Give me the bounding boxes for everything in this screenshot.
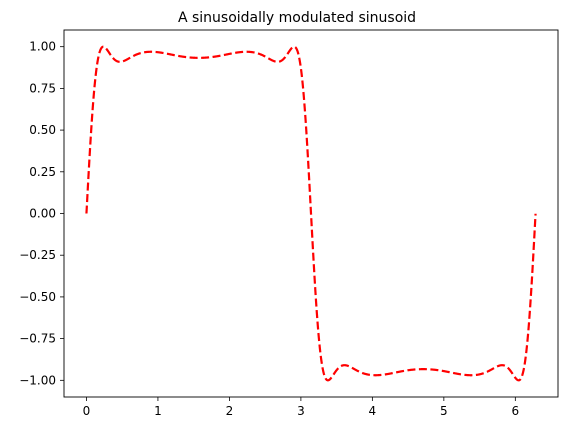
x-tick-label: 2 <box>226 404 234 418</box>
y-tick-label: −0.25 <box>19 248 56 262</box>
x-tick-label: 3 <box>297 404 305 418</box>
y-axis: 1.00 0.75 0.50 0.25 0.00 −0.25 −0.50 −0.75 −1.00 <box>19 40 64 387</box>
x-axis: 0 1 2 3 4 5 6 <box>83 397 520 418</box>
y-tick-label: 0.75 <box>29 81 56 95</box>
x-tick-label: 5 <box>440 404 448 418</box>
plot-area <box>85 45 537 382</box>
x-tick-label: 0 <box>83 404 91 418</box>
axes-frame <box>63 29 559 398</box>
y-tick-label: −0.75 <box>19 332 56 346</box>
y-tick-label: 1.00 <box>29 40 56 54</box>
chart-title: A sinusoidally modulated sinusoid <box>178 10 416 26</box>
y-tick-label: −1.00 <box>19 373 56 387</box>
x-tick-label: 1 <box>154 404 162 418</box>
x-tick-label: 4 <box>369 404 377 418</box>
series-line <box>85 45 537 382</box>
y-tick-label: 0.25 <box>29 165 56 179</box>
y-tick-label: 0.50 <box>29 123 56 137</box>
y-tick-label: −0.50 <box>19 290 56 304</box>
x-tick-label: 6 <box>512 404 520 418</box>
y-tick-label: 0.00 <box>29 207 56 221</box>
